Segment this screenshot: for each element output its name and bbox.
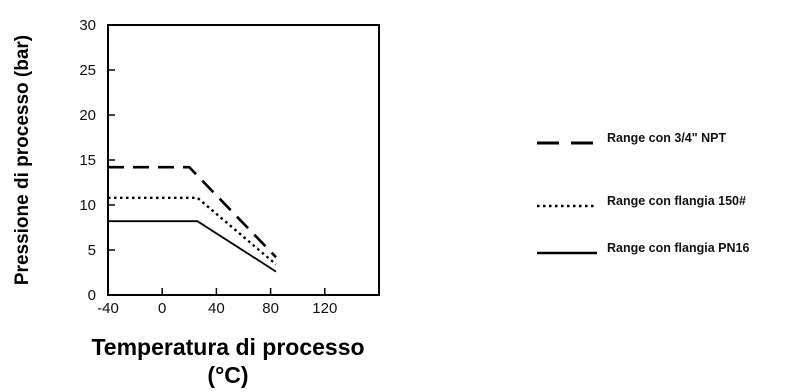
y-tick-label: 5 (88, 242, 96, 259)
plot-area (107, 24, 380, 296)
legend-label: Range con 3/4" NPT (607, 131, 727, 145)
plot-frame (107, 24, 380, 296)
y-tick-label: 0 (88, 287, 96, 304)
y-tick-label: 20 (79, 107, 96, 124)
x-tick-label: 0 (158, 300, 166, 317)
series-line-dotted (108, 196, 277, 266)
series-line-solid (108, 220, 277, 273)
x-tick-label: 80 (262, 300, 279, 317)
legend-label: Range con flangia 150# (607, 194, 746, 208)
y-axis-title: Pressione di processo (bar) (12, 35, 33, 285)
x-axis-title-line1: Temperatura di processo (91, 334, 364, 360)
series-line-dashed (108, 165, 277, 259)
x-tick-label: 40 (208, 300, 225, 317)
x-axis-title-line2: (°C) (207, 362, 248, 388)
y-tick-label: 15 (79, 152, 96, 169)
x-tick-label: 120 (312, 300, 337, 317)
y-tick-label: 25 (79, 62, 96, 79)
x-tick-label: -40 (97, 300, 119, 317)
y-tick-label: 30 (79, 17, 96, 34)
series-layer (108, 165, 277, 273)
legend: Range con 3/4" NPT Range con flangia 150#… (537, 131, 749, 255)
legend-label: Range con flangia PN16 (607, 241, 749, 255)
y-tick-label: 10 (79, 197, 96, 214)
